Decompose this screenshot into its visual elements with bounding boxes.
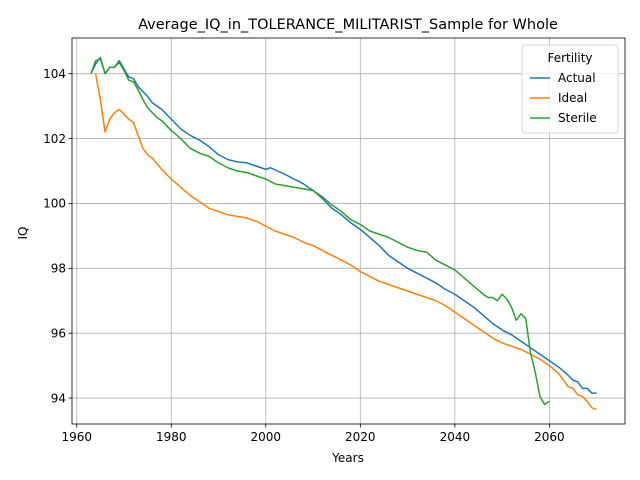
x-tick-label: 2040 [440,430,471,444]
series-line-actual [90,56,597,394]
legend-title: Fertility [547,51,592,65]
plot-frame [71,37,626,425]
legend-label-ideal: Ideal [558,91,587,105]
legend-label-actual: Actual [558,71,596,85]
legend: Fertility Actual Ideal Sterile [521,44,619,134]
y-tick-label: 104 [43,67,66,81]
legend-label-sterile: Sterile [558,111,597,125]
chart-title: Average_IQ_in_TOLERANCE_MILITARIST_Sampl… [138,17,558,33]
x-axis: 1960 1980 2000 2020 2040 2060 [61,424,565,444]
x-tick-label: 2060 [534,430,565,444]
y-tick-label: 94 [51,391,66,405]
y-axis: 94 96 98 100 102 104 [43,67,72,405]
x-tick-label: 2020 [345,430,376,444]
x-tick-label: 1980 [156,430,187,444]
series-layer [90,56,597,411]
series-line-sterile [90,58,550,406]
y-tick-label: 96 [51,326,66,340]
y-axis-label: IQ [16,227,30,240]
y-tick-label: 98 [51,262,66,276]
x-tick-label: 2000 [251,430,282,444]
y-tick-label: 100 [43,197,66,211]
series-line-ideal [94,73,597,411]
legend-box [521,44,619,134]
x-axis-label: Years [331,451,364,465]
y-tick-label: 102 [43,132,66,146]
x-tick-label: 1960 [61,430,92,444]
